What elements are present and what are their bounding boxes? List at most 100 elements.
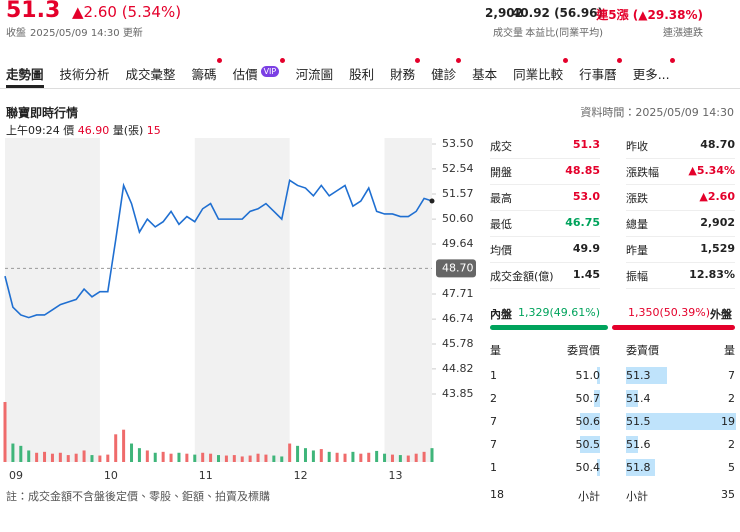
- volume-bar: [122, 429, 126, 462]
- volume-bar: [430, 448, 434, 462]
- bid-volume: 1: [490, 461, 497, 474]
- ob-footer: 小計: [578, 490, 600, 503]
- tab[interactable]: 走勢圖: [6, 67, 44, 82]
- bid-bar: [597, 367, 600, 384]
- tab[interactable]: 更多...: [632, 67, 670, 82]
- ask-volume: 19: [721, 415, 735, 428]
- ob-header: 量: [490, 344, 501, 357]
- ask-bar: [626, 413, 736, 430]
- x-tick-label: 09: [9, 469, 23, 482]
- stat-rule: [626, 288, 735, 289]
- volume-bar: [359, 453, 363, 462]
- ask-bar: [626, 459, 655, 476]
- volume-bar: [224, 455, 228, 462]
- ask-volume: 5: [728, 461, 735, 474]
- tab[interactable]: 健診: [431, 67, 457, 82]
- change: ▲2.60 (5.34%): [72, 3, 182, 21]
- tab[interactable]: 行事曆: [579, 67, 617, 82]
- stat-label: 開盤: [490, 166, 512, 179]
- x-tick-label: 13: [389, 469, 403, 482]
- ob-header: 委賣價: [626, 344, 659, 357]
- stat-value: 53.0: [572, 190, 600, 203]
- tab[interactable]: 河流圖: [295, 67, 334, 82]
- bid-bar: [579, 436, 600, 453]
- y-tick-label: 51.57: [442, 187, 474, 200]
- stat-rule: [490, 158, 600, 159]
- bid-price: 50.7: [575, 392, 601, 405]
- volume-bar: [185, 453, 189, 462]
- volume-bar: [114, 434, 118, 462]
- bid-price: 50.6: [575, 415, 601, 428]
- ask-bar: [626, 390, 638, 407]
- volume-bar: [343, 453, 347, 462]
- ask-bar: [626, 436, 638, 453]
- volume-bar: [256, 453, 260, 462]
- tab[interactable]: 基本: [472, 67, 498, 82]
- y-tick-label: 49.64: [442, 237, 474, 250]
- inner-label: 內盤: [490, 308, 512, 321]
- stat-rule: [490, 262, 600, 263]
- ob-header: 量: [724, 344, 735, 357]
- reference-tag: [436, 259, 476, 278]
- section-title: 聯寶即時行情: [6, 106, 79, 120]
- inner-bar: [490, 325, 608, 330]
- volume-bar: [90, 455, 94, 462]
- bid-volume: 7: [490, 438, 497, 451]
- tab[interactable]: 估價: [232, 67, 258, 82]
- stat-label: 昨收: [626, 140, 648, 153]
- stat-label: 連漲連跌: [663, 28, 703, 39]
- bid-price: 50.5: [575, 438, 601, 451]
- x-tick-label: 12: [294, 469, 308, 482]
- volume-bar: [82, 450, 86, 462]
- tab-dot: [415, 58, 421, 63]
- volume-bar: [50, 453, 54, 462]
- hour-band: [384, 138, 432, 462]
- stat-rule: [490, 210, 600, 211]
- volume-bar: [248, 455, 252, 462]
- tab[interactable]: 同業比較: [513, 67, 564, 82]
- stat-value: 46.75: [565, 216, 600, 229]
- stat-value: 40.92 (56.96): [511, 6, 603, 20]
- tab[interactable]: 技術分析: [59, 67, 110, 82]
- bid-bar: [594, 390, 600, 407]
- volume-bar: [145, 450, 149, 462]
- y-tick-label: 50.60: [442, 212, 474, 225]
- ask-bar: [626, 367, 667, 384]
- volume-bar: [169, 453, 173, 462]
- stat-rule: [626, 158, 735, 159]
- tab[interactable]: 財務: [390, 67, 416, 82]
- tab[interactable]: 股利: [349, 67, 375, 82]
- volume-bar: [130, 443, 134, 462]
- bid-price: 51.0: [575, 369, 601, 382]
- tab-dot: [669, 58, 675, 63]
- ask-price: 51.4: [626, 392, 651, 405]
- tab[interactable]: 成交彙整: [125, 67, 176, 82]
- volume-bar: [11, 443, 15, 462]
- volume-bar: [422, 451, 426, 462]
- stat-rule: [490, 184, 600, 185]
- tab-dot: [456, 58, 462, 63]
- bid-bar: [597, 459, 600, 476]
- data-time: 資料時間：2025/05/09 14:30: [580, 106, 734, 119]
- ob-header: 委買價: [567, 344, 600, 357]
- volume-bar: [264, 454, 268, 462]
- status: 收盤: [6, 28, 26, 39]
- outer: 1,350(50.39%): [628, 306, 711, 319]
- volume-bar: [390, 454, 394, 462]
- volume-bar: [177, 452, 181, 462]
- tab-dot: [216, 58, 222, 63]
- volume-bar: [367, 452, 371, 462]
- volume-bar: [27, 450, 31, 462]
- volume-bar: [319, 449, 323, 462]
- stat-label: 成交量: [493, 28, 523, 39]
- stat-rule: [626, 210, 735, 211]
- volume-bar: [106, 454, 110, 462]
- tip-price: 46.90: [77, 124, 110, 137]
- y-tick-label: 52.54: [442, 162, 474, 175]
- volume-bar: [311, 450, 315, 462]
- volume-bar: [35, 452, 39, 462]
- tip-time: 上午09:24: [6, 124, 60, 137]
- volume-bar: [66, 455, 70, 462]
- tab[interactable]: 籌碼: [191, 67, 217, 82]
- tip-vol-label: 量(張): [112, 124, 144, 137]
